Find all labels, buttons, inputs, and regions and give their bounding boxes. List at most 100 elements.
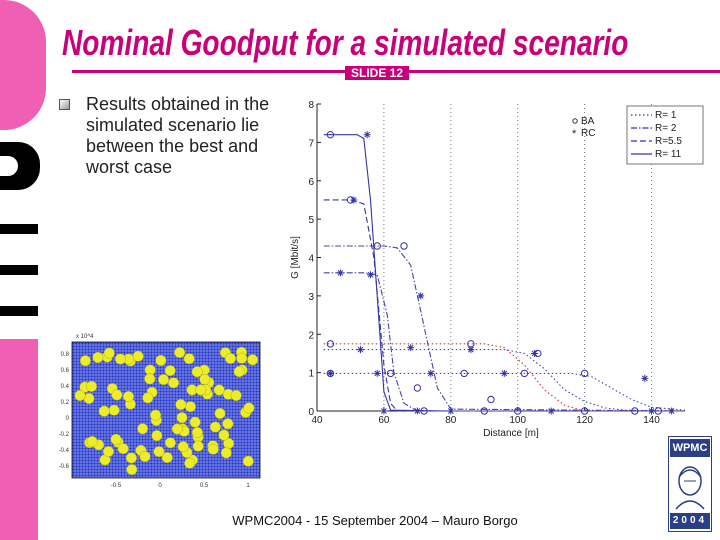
inset-node [153,446,165,458]
star-marker [447,407,455,415]
inset-node [161,452,173,464]
inset-node [174,347,186,359]
x-axis-label: Distance [m] [483,428,539,439]
inset-node [108,404,120,416]
inset-node [242,455,254,467]
x-tick-label: 140 [643,415,660,426]
inset-node [126,464,138,476]
circle-marker [631,407,639,415]
wpmc-logo: WPMC 2004 [668,436,712,532]
inset-exponent-label: x 10^4 [76,334,94,340]
circle-marker [487,395,495,404]
inset-node [184,457,196,469]
inset-node [74,389,86,401]
y-tick-label: 6 [308,177,314,188]
star-marker [648,407,656,415]
x-tick-label: 100 [509,415,526,426]
marker-legend-label: BA [581,116,595,127]
circle-marker [520,369,529,378]
star-marker [363,131,371,139]
inset-node [155,354,167,366]
inset-y-tick-label: 0 [66,416,70,422]
star-marker [407,344,415,352]
star-marker [668,407,676,415]
y-tick-label: 8 [308,100,314,111]
circle-marker [460,369,468,378]
circle-marker [373,242,381,250]
circle-marker [386,369,395,378]
inset-y-tick-label: 0.8 [61,352,70,358]
inset-node [125,452,137,464]
inset-node [213,384,225,396]
series-line [323,134,685,412]
inset-node [171,423,183,435]
inset-node [218,429,230,441]
inset-node [122,390,134,402]
inset-y-tick-label: -0.6 [59,464,70,470]
inset-node [184,401,196,413]
inset-node [79,355,91,367]
circle-marker [580,407,589,415]
inset-node [157,374,169,386]
inset-node [236,352,248,364]
inset-node [86,380,98,392]
left-decor-bar-3 [0,306,38,316]
series-line [323,245,686,412]
logo-year: 2004 [670,513,710,529]
star-marker [350,196,358,204]
circle-marker [413,384,422,392]
legend-circle-marker [572,118,578,124]
inset-node [111,389,123,401]
inset-node [117,443,129,455]
star-marker [356,346,364,354]
slide-title: Nominal Goodput for a simulated scenario [62,22,629,63]
inset-node [207,443,219,455]
x-tick-label: 40 [311,415,323,426]
series-line [323,349,686,412]
inset-x-tick-label: -0.5 [111,483,122,489]
star-marker [467,346,475,354]
inset-node [151,430,163,442]
inset-node [150,409,162,421]
inset-node [142,392,154,404]
inset-node [209,421,221,433]
star-marker [641,374,649,382]
inset-node [98,405,110,417]
inset-node [103,347,115,359]
star-marker [336,269,344,277]
y-tick-label: 1 [308,369,314,380]
star-marker [413,407,421,415]
inset-y-tick-label: 0.4 [61,384,70,390]
bullet-text: Results obtained in the simulated scenar… [86,94,270,177]
y-tick-label: 4 [308,254,314,265]
inset-x-tick-label: 0.5 [200,483,209,489]
star-marker [326,369,334,377]
inset-node [191,366,203,378]
inset-node [243,402,255,414]
inset-node [175,399,187,411]
y-tick-label: 5 [308,215,314,226]
circle-marker [400,242,408,250]
y-tick-label: 3 [308,292,314,303]
inset-node [220,447,232,459]
inset-node [199,373,211,385]
inset-node [191,426,203,438]
left-decor-top [0,0,46,130]
inset-node [214,407,226,419]
left-decor-bar-2 [0,265,38,275]
slide-number: SLIDE 12 [345,66,410,80]
inset-node [132,350,144,362]
line-legend-label: R= 2 [655,123,677,134]
inset-node [176,412,188,424]
inset-y-tick-label: 0.2 [61,400,70,406]
inset-y-tick-label: -0.4 [59,448,70,454]
inset-node [224,353,236,365]
inset-node [195,384,207,396]
star-marker [417,292,425,300]
x-tick-label: 60 [378,415,390,426]
y-tick-label: 2 [308,330,314,341]
logo-portrait-icon [675,466,705,510]
star-marker [427,369,435,377]
circle-marker [326,131,335,139]
inset-node [139,450,151,462]
